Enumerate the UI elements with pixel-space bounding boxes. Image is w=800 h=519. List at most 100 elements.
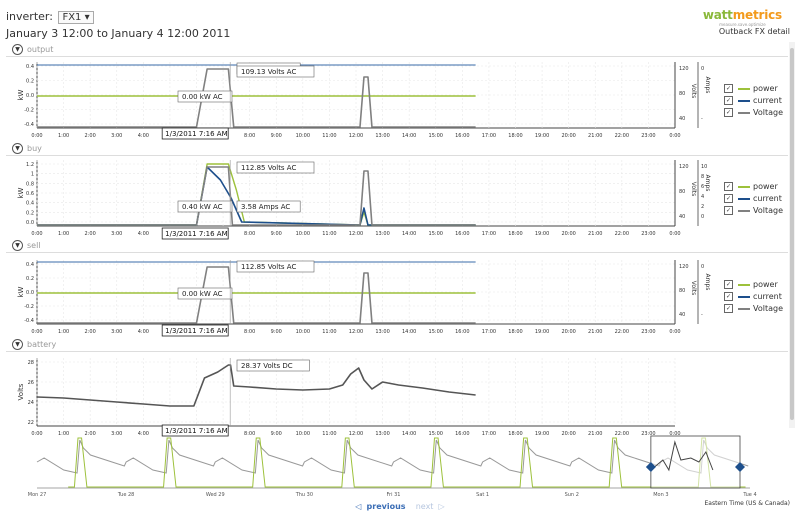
logo-watt: watt	[702, 8, 733, 22]
section-battery-header[interactable]: ▼ battery	[12, 339, 56, 350]
pager: ◁ previous next ▷	[0, 502, 800, 511]
output-kw-tooltip-box	[177, 90, 233, 103]
y-tick-label: 26	[28, 380, 34, 386]
x-tick-label: 2:00	[85, 231, 96, 237]
overview-drag-handle[interactable]	[645, 462, 656, 472]
checkbox-current[interactable]: ✓	[724, 96, 733, 105]
x-tick-label: 12:00	[349, 231, 363, 237]
buy-kw-tooltip-box	[177, 200, 233, 213]
cursor-date-box	[161, 324, 229, 337]
checkbox-power[interactable]: ✓	[724, 84, 733, 93]
previous-arrow-icon[interactable]: ◁	[355, 502, 362, 511]
checkbox-power[interactable]: ✓	[724, 280, 733, 289]
y-tick-label: 0.4	[26, 201, 34, 207]
x-tick-label: 21:00	[588, 231, 602, 237]
x-tick-label: 2:00	[85, 431, 96, 437]
volts-axis-label: Volts	[690, 281, 697, 295]
x-tick-label: 4:00	[138, 329, 149, 335]
x-tick-label: 19:00	[535, 431, 549, 437]
checkbox-voltage[interactable]: ✓	[724, 304, 733, 313]
collapse-icon[interactable]: ▼	[12, 339, 23, 350]
voltage-swatch	[738, 111, 750, 114]
overview-drag-handle[interactable]	[735, 462, 745, 472]
cursor-date-label: 1/3/2011 7:16 AM	[165, 130, 227, 138]
checkbox-current[interactable]: ✓	[724, 292, 733, 301]
legend-voltage: Voltage	[753, 108, 784, 117]
x-tick-label: 10:00	[296, 231, 310, 237]
x-tick-label: 16:00	[455, 431, 469, 437]
right-volts-tick: 80	[679, 91, 685, 97]
scrollbar-thumb[interactable]	[790, 48, 794, 420]
x-tick-label: 23:00	[641, 231, 655, 237]
inverter-dropdown[interactable]: FX1 ▾	[58, 11, 94, 24]
x-tick-label: 3:00	[111, 133, 122, 139]
y-tick-label: -0.4	[24, 318, 34, 324]
x-tick-label: 19:00	[535, 231, 549, 237]
checkbox-power[interactable]: ✓	[724, 182, 733, 191]
next-arrow-icon[interactable]: ▷	[438, 502, 445, 511]
collapse-icon[interactable]: ▼	[12, 143, 23, 154]
section-output-header[interactable]: ▼ output	[12, 44, 53, 55]
chevron-down-icon: ▾	[84, 12, 90, 23]
divider	[6, 56, 788, 57]
y-axis-label: kW	[17, 89, 25, 100]
x-tick-label: 4:00	[138, 231, 149, 237]
next-link[interactable]: next	[415, 502, 434, 511]
buy-kw-tooltip: 0.40 kW AC	[182, 203, 223, 211]
collapse-icon[interactable]: ▼	[12, 240, 23, 251]
scrollbar[interactable]	[789, 42, 795, 428]
timezone-label: Eastern Time (US & Canada)	[704, 500, 790, 507]
checkbox-voltage[interactable]: ✓	[724, 108, 733, 117]
x-tick-label: 21:00	[588, 329, 602, 335]
x-tick-label: 10:00	[296, 329, 310, 335]
y-axis-label: Volts	[17, 383, 25, 400]
logo-metrics: metrics	[732, 8, 782, 22]
amps-axis-label: Amps	[704, 175, 711, 192]
checkbox-current[interactable]: ✓	[724, 194, 733, 203]
overview-date-label: Wed 29	[206, 492, 225, 498]
x-tick-label: 3:00	[111, 431, 122, 437]
section-battery-label: battery	[27, 340, 57, 349]
x-tick-label: 22:00	[615, 431, 629, 437]
date-range: January 3 12:00 to January 4 12:00 2011	[6, 27, 231, 40]
overview-date-label: Sat 1	[476, 492, 489, 498]
battery-tooltip-box	[236, 359, 310, 372]
output-volts-tooltip-box	[236, 65, 315, 78]
output-voltage-line	[37, 68, 476, 128]
section-buy-label: buy	[27, 144, 42, 153]
buy-volts-tooltip: 112.85 Volts AC	[241, 164, 296, 172]
checkbox-voltage[interactable]: ✓	[724, 206, 733, 215]
current-swatch	[738, 295, 750, 298]
x-tick-label: 23:00	[641, 431, 655, 437]
y-tick-label: 1	[31, 172, 34, 178]
section-buy-header[interactable]: ▼ buy	[12, 143, 42, 154]
collapse-icon[interactable]: ▼	[12, 44, 23, 55]
x-tick-label: 9:00	[271, 133, 282, 139]
y-tick-label: 28	[28, 360, 34, 366]
x-tick-label: 11:00	[322, 431, 336, 437]
x-tick-label: 18:00	[508, 133, 522, 139]
sell-kw-tooltip: 0.00 kW AC	[182, 290, 223, 298]
overview-selected-line	[650, 440, 714, 472]
right-volts-tick: 40	[679, 312, 685, 318]
buy-voltage-line	[37, 166, 476, 226]
x-tick-label: 9:00	[271, 329, 282, 335]
section-sell-header[interactable]: ▼ sell	[12, 240, 41, 251]
y-tick-label: 1.2	[26, 162, 34, 168]
cursor-date-box	[161, 227, 229, 240]
x-tick-label: 4:00	[138, 431, 149, 437]
detail-title: Outback FX detail	[718, 27, 790, 36]
x-tick-label: 21:00	[588, 133, 602, 139]
x-tick-label: 10:00	[296, 431, 310, 437]
y-tick-label: 0.0	[26, 220, 34, 226]
previous-link[interactable]: previous	[366, 502, 406, 511]
y-tick-label: -0.4	[24, 122, 34, 128]
x-tick-label: 18:00	[508, 431, 522, 437]
sell-volts-tooltip: 112.85 Volts AC	[241, 263, 296, 271]
volts-axis-label: Volts	[690, 84, 697, 98]
x-tick-label: 0:00	[669, 329, 680, 335]
x-tick-label: 12:00	[349, 133, 363, 139]
x-tick-label: 22:00	[615, 133, 629, 139]
y-axis-label: kW	[17, 187, 25, 198]
